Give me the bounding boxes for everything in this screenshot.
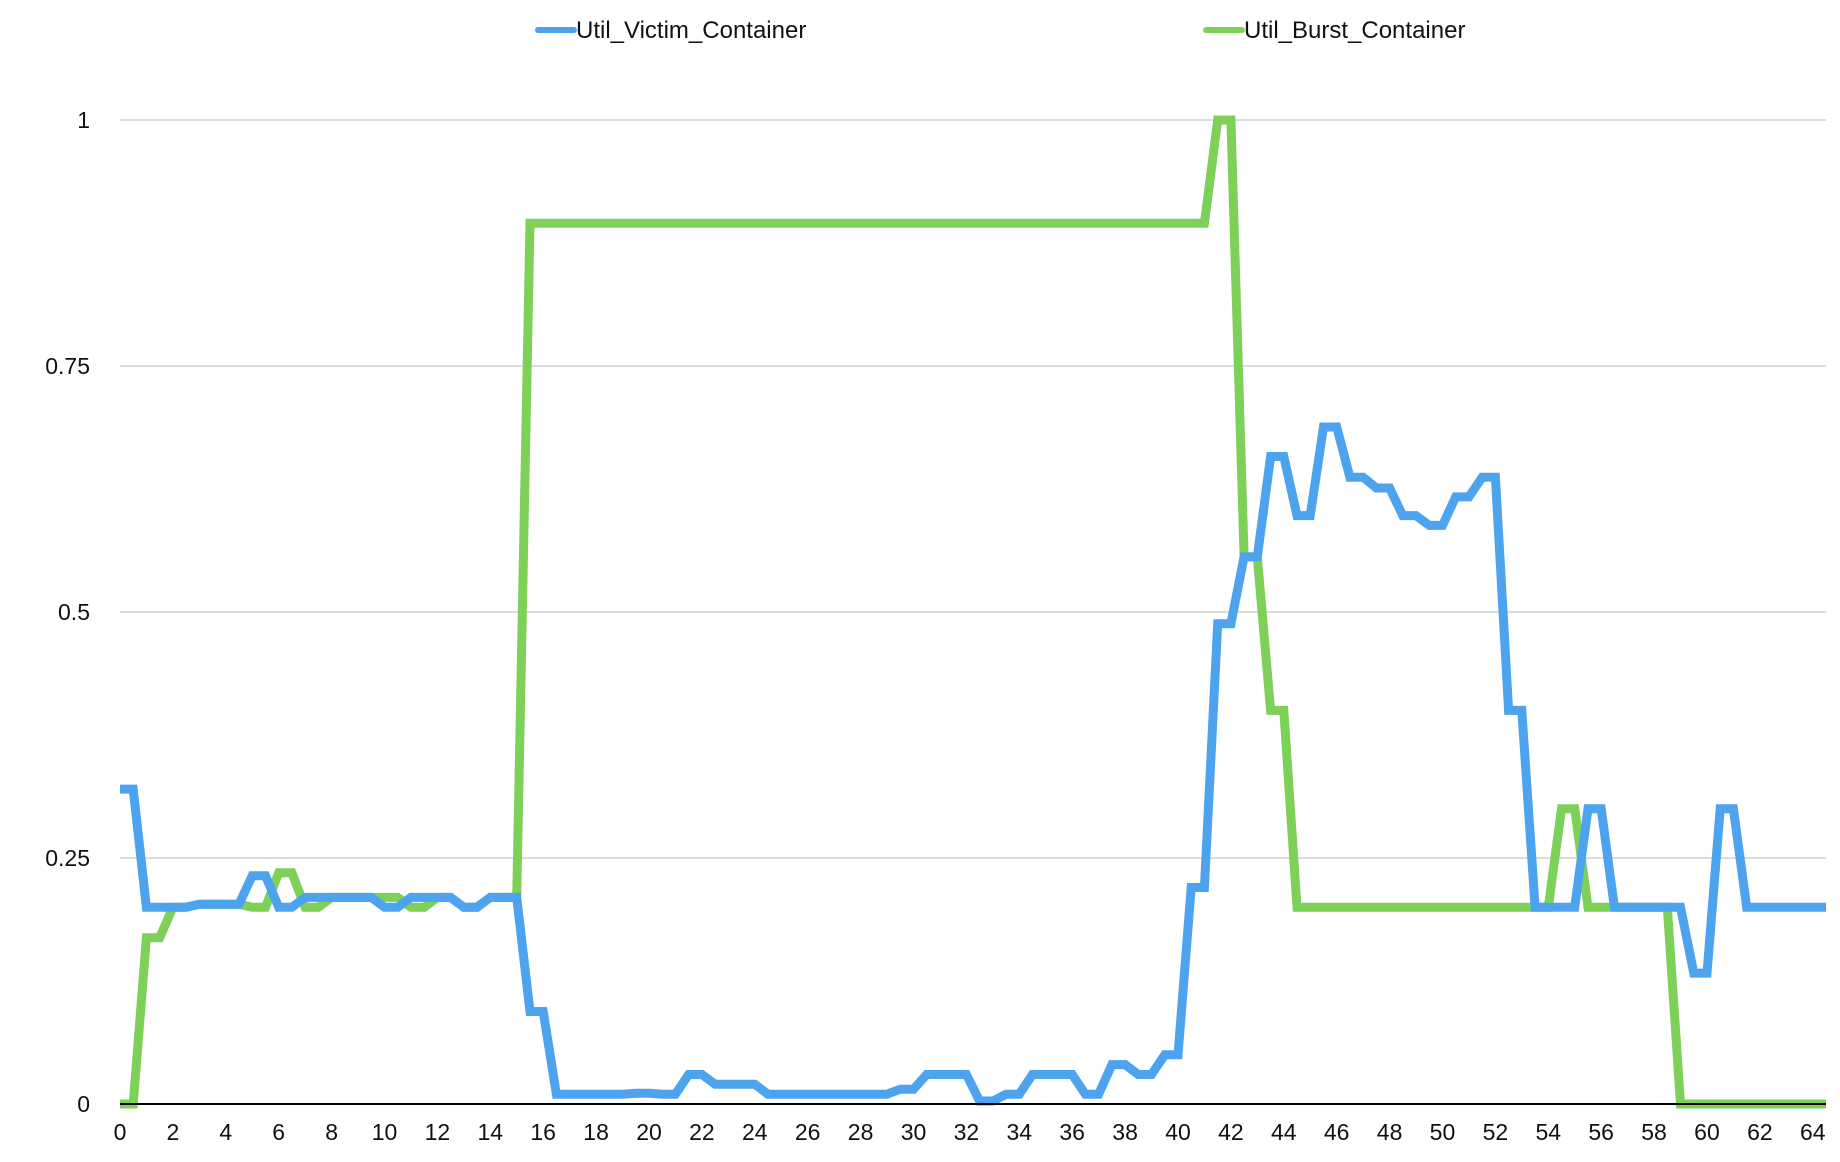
x-tick-label: 40 bbox=[1165, 1119, 1191, 1145]
y-tick-label: 0 bbox=[77, 1091, 90, 1117]
legend-label: Util_Victim_Container bbox=[576, 17, 806, 44]
x-tick-label: 18 bbox=[583, 1119, 609, 1145]
x-tick-label: 12 bbox=[425, 1119, 451, 1145]
x-tick-label: 46 bbox=[1324, 1119, 1350, 1145]
x-tick-label: 22 bbox=[689, 1119, 715, 1145]
x-tick-label: 34 bbox=[1006, 1119, 1032, 1145]
x-tick-label: 30 bbox=[901, 1119, 927, 1145]
x-tick-label: 38 bbox=[1112, 1119, 1138, 1145]
y-tick-label: 0.75 bbox=[45, 353, 90, 379]
x-tick-label: 56 bbox=[1588, 1119, 1614, 1145]
x-tick-label: 0 bbox=[114, 1119, 127, 1145]
x-tick-label: 42 bbox=[1218, 1119, 1244, 1145]
x-tick-label: 50 bbox=[1430, 1119, 1456, 1145]
x-tick-label: 48 bbox=[1377, 1119, 1403, 1145]
x-tick-label: 8 bbox=[325, 1119, 338, 1145]
x-tick-label: 28 bbox=[848, 1119, 874, 1145]
series-lines bbox=[120, 115, 1826, 1109]
x-tick-label: 32 bbox=[954, 1119, 980, 1145]
x-tick-label: 20 bbox=[636, 1119, 662, 1145]
gridlines bbox=[120, 119, 1826, 859]
legend-label: Util_Burst_Container bbox=[1244, 17, 1465, 44]
y-tick-label: 1 bbox=[77, 107, 90, 133]
x-tick-label: 62 bbox=[1747, 1119, 1773, 1145]
y-tick-label: 0.25 bbox=[45, 845, 90, 871]
series-line-util-victim-container bbox=[120, 422, 1826, 1106]
x-tick-label: 44 bbox=[1271, 1119, 1297, 1145]
legend: Util_Victim_Container Util_Burst_Containe… bbox=[535, 17, 1465, 44]
x-tick-label: 54 bbox=[1535, 1119, 1561, 1145]
x-tick-label: 24 bbox=[742, 1119, 768, 1145]
x-tick-label: 6 bbox=[272, 1119, 285, 1145]
x-tick-label: 60 bbox=[1694, 1119, 1720, 1145]
y-tick-label: 0.5 bbox=[58, 599, 90, 625]
x-tick-label: 4 bbox=[219, 1119, 232, 1145]
x-tick-label: 26 bbox=[795, 1119, 821, 1145]
x-tick-label: 64 bbox=[1800, 1119, 1826, 1145]
x-tick-label: 36 bbox=[1059, 1119, 1085, 1145]
x-tick-label: 2 bbox=[167, 1119, 180, 1145]
x-tick-label: 14 bbox=[477, 1119, 503, 1145]
x-tick-label: 52 bbox=[1483, 1119, 1509, 1145]
x-tick-label: 58 bbox=[1641, 1119, 1667, 1145]
x-tick-label: 10 bbox=[372, 1119, 398, 1145]
x-tick-label: 16 bbox=[530, 1119, 556, 1145]
